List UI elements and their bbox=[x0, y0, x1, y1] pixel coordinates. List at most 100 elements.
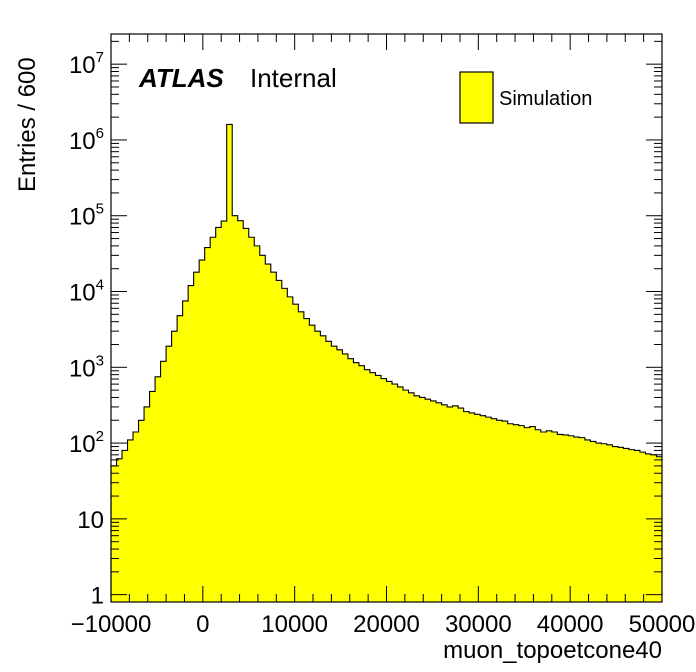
histogram-bar bbox=[221, 221, 228, 602]
histogram-bar bbox=[292, 304, 299, 602]
histogram-bar bbox=[524, 427, 531, 602]
histogram-bar bbox=[584, 439, 591, 602]
histogram-bar bbox=[127, 439, 134, 602]
histogram-bar bbox=[309, 325, 316, 602]
x-tick-label: 50000 bbox=[629, 611, 696, 638]
histogram-bar bbox=[237, 220, 244, 602]
histogram-bar bbox=[628, 449, 635, 602]
histogram-bar bbox=[182, 300, 189, 602]
x-tick-labels: −10000 0 10000 20000 30000 40000 50000 bbox=[71, 611, 696, 638]
histogram-bar bbox=[364, 369, 371, 602]
histogram-bar bbox=[480, 415, 486, 602]
legend: Simulation bbox=[459, 71, 592, 124]
x-axis-title: muon_topoetcone40 bbox=[443, 637, 662, 664]
histogram-bar bbox=[303, 318, 310, 602]
x-tick-label: 20000 bbox=[353, 611, 420, 638]
y-tick-label: 106 bbox=[69, 125, 104, 155]
histogram-bar bbox=[502, 421, 509, 602]
legend-label-simulation: Simulation bbox=[499, 88, 592, 110]
y-tick-labels: 1 10 102 103 104 105 106 107 bbox=[69, 49, 104, 609]
histogram-bar bbox=[513, 424, 520, 602]
y-tick-label: 1 bbox=[91, 583, 104, 610]
histogram-bar bbox=[138, 420, 145, 602]
histogram-bar bbox=[111, 465, 117, 602]
histogram-bar bbox=[314, 331, 321, 602]
histogram-bar bbox=[380, 378, 387, 602]
histogram-bar bbox=[215, 227, 222, 602]
histogram-bar bbox=[458, 408, 464, 602]
histogram-bar bbox=[491, 418, 497, 602]
x-tick-label: 40000 bbox=[537, 611, 604, 638]
histogram-bar bbox=[469, 412, 475, 602]
histogram-bar bbox=[496, 420, 503, 602]
histogram-bar bbox=[463, 411, 470, 602]
histogram-bar bbox=[617, 447, 624, 602]
atlas-label: ATLAS bbox=[138, 63, 224, 93]
histogram-bar bbox=[436, 402, 442, 602]
histogram-bar bbox=[403, 390, 409, 602]
histogram-bar bbox=[155, 376, 161, 602]
histogram-bar bbox=[199, 260, 205, 602]
histogram-bar bbox=[259, 255, 266, 602]
histogram-bar bbox=[447, 406, 453, 602]
histogram-bar bbox=[590, 441, 597, 602]
histogram-bar bbox=[160, 361, 167, 602]
histogram-bar bbox=[414, 395, 420, 602]
histogram-bar bbox=[325, 341, 332, 602]
histogram-bar bbox=[540, 432, 547, 602]
histogram-bar bbox=[265, 264, 272, 602]
histogram-bar bbox=[601, 443, 608, 602]
legend-swatch-simulation bbox=[459, 71, 494, 124]
y-tick-label: 104 bbox=[69, 277, 104, 307]
histogram-bar bbox=[579, 437, 586, 602]
histogram-bar bbox=[287, 296, 294, 602]
histogram-bar bbox=[408, 392, 415, 602]
histogram-bar bbox=[419, 397, 426, 602]
histogram-bar bbox=[650, 454, 657, 602]
histogram-bar bbox=[270, 272, 277, 602]
histogram-bars bbox=[110, 123, 663, 603]
y-tick-label: 107 bbox=[69, 49, 104, 79]
x-tick-label: 0 bbox=[196, 611, 209, 638]
histogram-bar bbox=[595, 443, 602, 602]
histogram-bar bbox=[452, 405, 459, 602]
histogram-bar bbox=[656, 456, 663, 602]
histogram-bar bbox=[386, 381, 393, 602]
histogram-bar bbox=[551, 432, 558, 602]
histogram-bar bbox=[342, 353, 349, 602]
histogram-bar bbox=[171, 331, 178, 602]
y-tick-label: 105 bbox=[69, 201, 104, 231]
histogram-bar bbox=[177, 315, 183, 602]
y-tick-label: 103 bbox=[69, 352, 104, 382]
histogram-bar bbox=[116, 458, 123, 602]
x-tick-label: 10000 bbox=[261, 611, 328, 638]
histogram-bar bbox=[573, 437, 580, 602]
histogram-bar bbox=[397, 386, 404, 602]
histogram-bar bbox=[193, 272, 200, 602]
histogram-bar bbox=[298, 311, 305, 602]
plot-frame bbox=[110, 33, 663, 603]
y-axis-title: Entries / 600 bbox=[14, 57, 41, 192]
x-tick-label: 30000 bbox=[445, 611, 512, 638]
histogram-bar bbox=[133, 432, 139, 602]
histogram-bar bbox=[122, 450, 128, 602]
histogram-bar bbox=[645, 453, 652, 602]
histogram-bar bbox=[210, 237, 216, 602]
histogram-bar bbox=[557, 434, 564, 602]
internal-label: Internal bbox=[250, 63, 337, 93]
histogram-bar bbox=[535, 429, 542, 602]
histogram-bar bbox=[232, 215, 239, 603]
histogram-bar bbox=[331, 346, 338, 602]
histogram-bar bbox=[281, 288, 288, 602]
histogram-bar bbox=[369, 372, 376, 602]
histogram-bar bbox=[612, 446, 619, 602]
histogram-bar bbox=[248, 237, 255, 602]
histogram-bar bbox=[166, 346, 172, 602]
histogram-bar bbox=[639, 452, 646, 602]
histogram-bar bbox=[568, 435, 575, 602]
histogram-bar bbox=[353, 362, 360, 602]
histogram-bar bbox=[562, 434, 569, 602]
histogram-bar bbox=[485, 417, 492, 602]
histogram-bar bbox=[336, 349, 343, 602]
